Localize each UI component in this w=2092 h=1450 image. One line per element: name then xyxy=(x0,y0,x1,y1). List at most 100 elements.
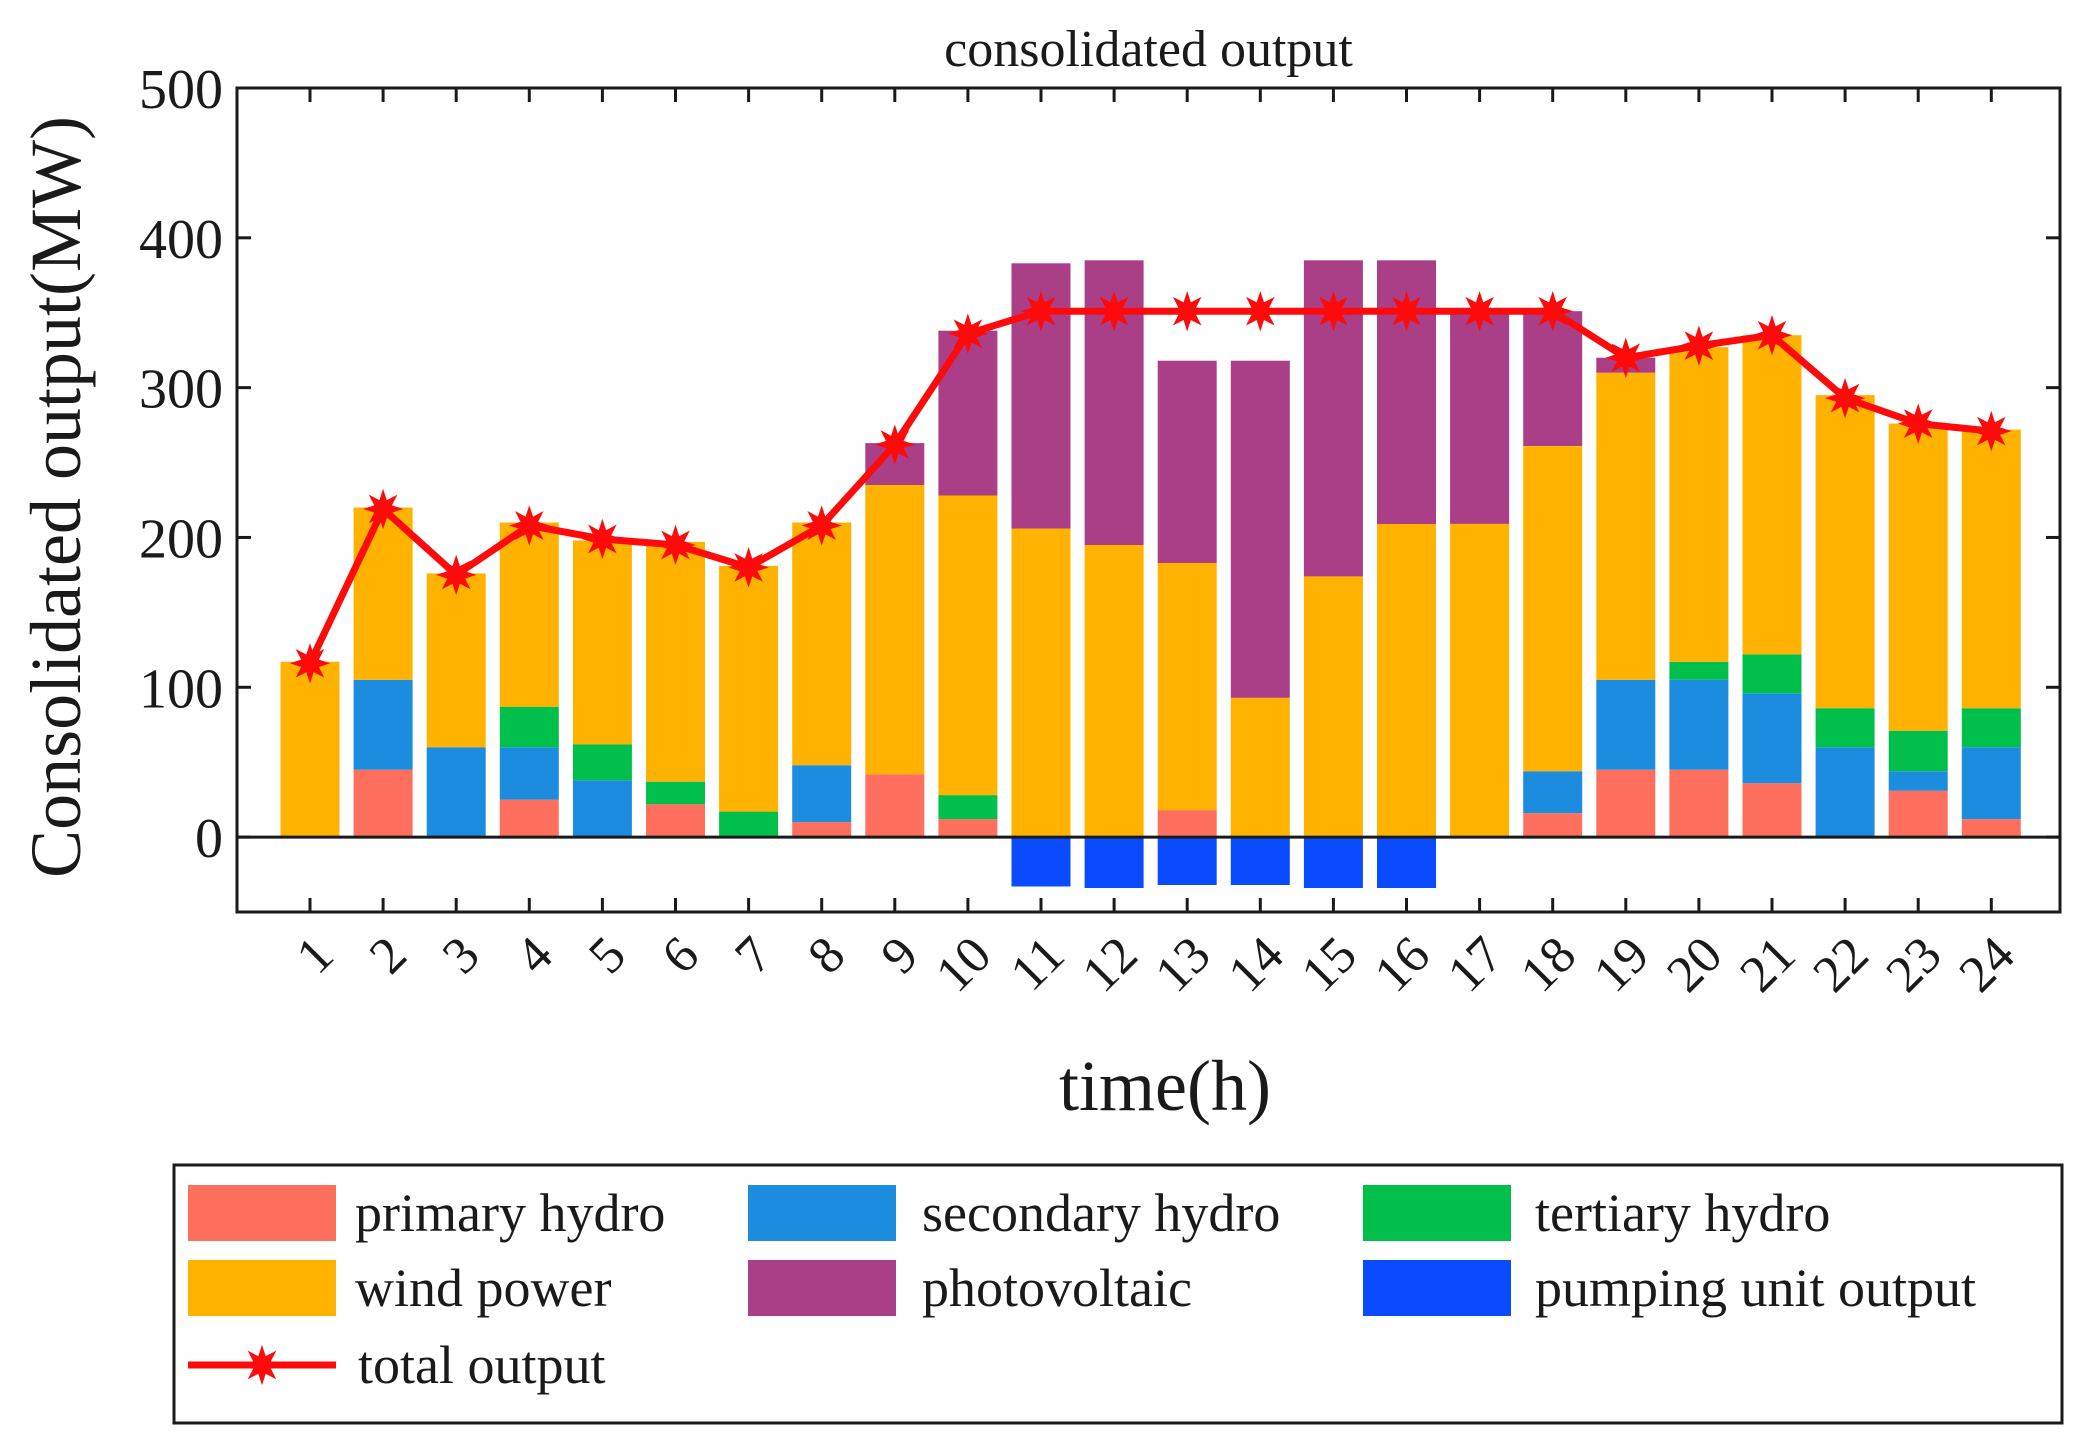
bar-photovoltaic-13 xyxy=(1157,360,1217,563)
y-tick-label: 400 xyxy=(139,209,223,271)
bar-tertiary-hydro-24 xyxy=(1961,708,2021,748)
x-tick-label: 19 xyxy=(1583,926,1660,1003)
total-output-marker-17 xyxy=(1459,290,1500,332)
bar-wind-power-6 xyxy=(646,541,705,782)
total-output-marker-20 xyxy=(1678,325,1720,366)
bar-primary-hydro-20 xyxy=(1669,769,1729,838)
y-tick-label: 500 xyxy=(139,59,223,121)
legend-label-pumping-unit-output: pumping unit output xyxy=(1535,1258,1976,1318)
bar-wind-power-7 xyxy=(719,565,779,812)
total-output-marker-8 xyxy=(801,505,843,546)
bar-primary-hydro-19 xyxy=(1596,769,1656,838)
total-output-marker-5 xyxy=(582,518,623,560)
bar-wind-power-14 xyxy=(1230,697,1290,838)
legend-swatch-photovoltaic xyxy=(748,1260,896,1316)
legend-swatch-secondary-hydro xyxy=(748,1185,896,1241)
bar-pumping-unit-output-11 xyxy=(1011,837,1071,887)
bar-pumping-unit-output-12 xyxy=(1084,837,1144,888)
x-tick-label: 22 xyxy=(1803,926,1880,1003)
total-output-marker-21 xyxy=(1751,314,1793,356)
x-tick-label: 24 xyxy=(1949,926,2026,1003)
legend-label-wind-power: wind power xyxy=(355,1258,611,1318)
legend-swatch-tertiary-hydro xyxy=(1363,1185,1511,1241)
total-output-marker-15 xyxy=(1313,290,1354,332)
legend-label-photovoltaic: photovoltaic xyxy=(922,1258,1192,1318)
bar-secondary-hydro-18 xyxy=(1523,771,1583,814)
bar-secondary-hydro-23 xyxy=(1888,771,1948,791)
total-output-marker-19 xyxy=(1605,337,1647,378)
bar-pumping-unit-output-14 xyxy=(1230,837,1290,885)
x-tick-label: 5 xyxy=(578,926,637,985)
legend-swatch-pumping-unit-output xyxy=(1363,1260,1511,1316)
x-axis-label: time(h) xyxy=(1059,1046,1271,1126)
bar-tertiary-hydro-6 xyxy=(646,781,705,805)
bar-primary-hydro-2 xyxy=(353,769,413,838)
bar-pumping-unit-output-16 xyxy=(1377,837,1436,888)
total-output-marker-18 xyxy=(1532,290,1574,332)
bar-wind-power-12 xyxy=(1084,544,1144,837)
bar-tertiary-hydro-21 xyxy=(1742,654,1802,694)
bar-primary-hydro-6 xyxy=(646,804,705,838)
bar-wind-power-5 xyxy=(572,540,632,745)
x-tick-label: 8 xyxy=(797,926,856,985)
x-tick-label: 10 xyxy=(925,926,1002,1003)
total-output-marker-23 xyxy=(1897,403,1939,444)
bar-primary-hydro-18 xyxy=(1523,813,1583,838)
bar-secondary-hydro-8 xyxy=(792,765,852,823)
x-tick-label: 2 xyxy=(359,926,418,985)
legend-marker-total-output xyxy=(241,1344,283,1386)
legend-label-primary-hydro: primary hydro xyxy=(355,1183,665,1243)
bar-tertiary-hydro-20 xyxy=(1669,661,1729,680)
x-tick-label: 18 xyxy=(1510,926,1587,1003)
legend-swatch-primary-hydro xyxy=(188,1185,336,1241)
legend-swatch-wind-power xyxy=(188,1260,336,1316)
plot-frame xyxy=(235,86,2062,914)
x-tick-label: 11 xyxy=(1000,926,1076,1002)
bar-wind-power-21 xyxy=(1742,335,1802,655)
total-output-marker-3 xyxy=(435,554,477,596)
bar-primary-hydro-24 xyxy=(1961,819,2021,838)
bar-secondary-hydro-3 xyxy=(426,747,486,838)
total-output-marker-22 xyxy=(1824,377,1866,419)
total-output-marker-9 xyxy=(874,424,916,465)
bar-secondary-hydro-19 xyxy=(1596,679,1656,770)
bar-wind-power-17 xyxy=(1450,524,1510,838)
total-output-marker-16 xyxy=(1386,290,1427,332)
bar-wind-power-1 xyxy=(280,661,340,838)
bar-primary-hydro-10 xyxy=(938,819,998,838)
bar-wind-power-22 xyxy=(1815,395,1875,709)
bar-photovoltaic-18 xyxy=(1523,311,1583,446)
legend-box xyxy=(172,1163,2064,1425)
total-output-marker-1 xyxy=(289,643,331,684)
total-output-marker-13 xyxy=(1166,290,1208,332)
bar-wind-power-16 xyxy=(1377,524,1436,838)
bar-wind-power-11 xyxy=(1011,528,1071,838)
total-output-marker-14 xyxy=(1239,290,1281,332)
bar-wind-power-8 xyxy=(792,522,852,766)
x-tick-label: 9 xyxy=(871,926,930,985)
x-tick-label: 16 xyxy=(1364,926,1441,1003)
legend-label-secondary-hydro: secondary hydro xyxy=(922,1183,1280,1243)
total-output-marker-7 xyxy=(728,547,769,588)
bar-primary-hydro-4 xyxy=(499,799,559,838)
bar-wind-power-24 xyxy=(1961,429,2021,709)
x-tick-label: 21 xyxy=(1729,926,1806,1003)
total-output-marker-6 xyxy=(655,524,696,566)
x-tick-label: 23 xyxy=(1876,926,1953,1003)
x-tick-label: 13 xyxy=(1145,926,1222,1003)
bar-secondary-hydro-5 xyxy=(572,780,632,838)
bar-photovoltaic-14 xyxy=(1230,360,1290,698)
y-tick-label: 100 xyxy=(139,658,223,720)
x-tick-label: 14 xyxy=(1218,926,1295,1003)
bar-secondary-hydro-2 xyxy=(353,679,413,770)
bar-wind-power-3 xyxy=(426,573,486,748)
bars-layer xyxy=(280,260,2021,888)
x-tick-label: 3 xyxy=(432,926,491,985)
x-tick-label: 12 xyxy=(1072,926,1149,1003)
y-axis-label: Consolidated output(MW) xyxy=(16,116,96,878)
bar-secondary-hydro-21 xyxy=(1742,693,1802,784)
bar-wind-power-4 xyxy=(499,522,559,707)
bar-photovoltaic-10 xyxy=(938,330,998,496)
bar-photovoltaic-17 xyxy=(1450,312,1510,524)
